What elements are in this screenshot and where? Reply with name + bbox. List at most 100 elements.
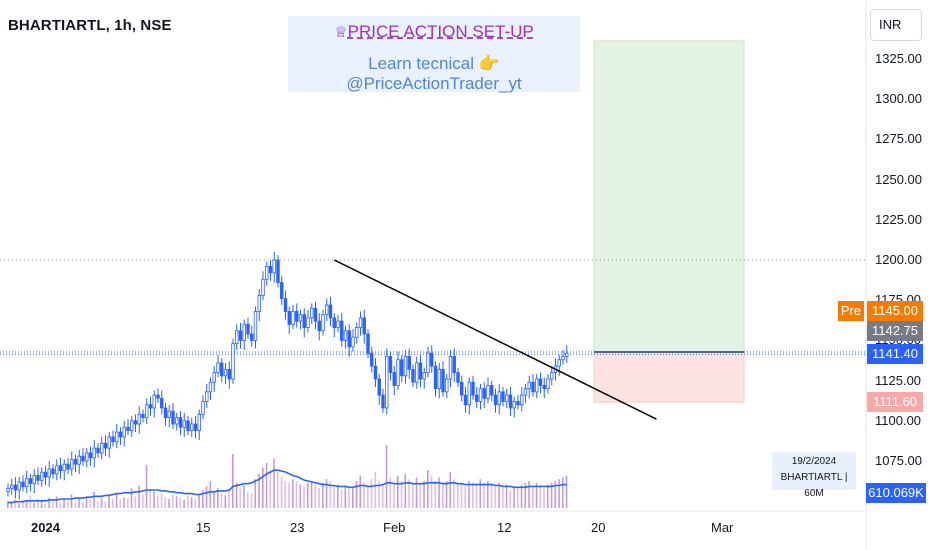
banner-title-text: PRICE ACTION SET-UP	[347, 22, 534, 41]
volume-bar	[33, 502, 35, 508]
candle-body	[58, 465, 63, 472]
volume-bar	[269, 470, 272, 508]
volume-bar	[123, 497, 125, 508]
time-tick: Feb	[383, 520, 406, 535]
price-tick: 1125.00	[875, 372, 922, 388]
candle-body	[370, 352, 374, 367]
candle-body	[145, 404, 149, 418]
candle-body	[302, 314, 306, 328]
volume-bar	[142, 494, 144, 508]
volume-bar	[239, 488, 242, 508]
candle-body	[486, 385, 490, 399]
volume-bar	[243, 485, 245, 508]
volume-bar	[520, 484, 523, 508]
price-tick: 1100.00	[875, 412, 922, 428]
price-tick: 1200.00	[875, 252, 922, 267]
candle-body	[512, 401, 516, 409]
volume-bar	[363, 482, 365, 508]
candle-body	[287, 311, 291, 325]
candle-body	[186, 420, 190, 431]
banner-title: ♕PRICE ACTION SET-UP	[288, 22, 580, 42]
price-tick: 1075.00	[875, 453, 922, 468]
volume-bar	[168, 499, 170, 508]
candle-body	[546, 378, 550, 390]
volume-bar	[82, 502, 84, 508]
candles	[6, 251, 569, 500]
volume-ma-path	[8, 469, 567, 504]
volume-bar	[475, 484, 478, 508]
candle-body	[377, 378, 381, 396]
candle-body	[175, 417, 179, 425]
volume-bar	[393, 482, 395, 508]
volume-bar	[157, 495, 159, 508]
candle-body	[156, 394, 160, 399]
candle-body	[490, 385, 494, 396]
candle-body	[77, 455, 81, 465]
trendline[interactable]	[333, 259, 657, 420]
candle-body	[493, 394, 498, 406]
volume-bar	[37, 499, 39, 508]
candle-body	[516, 401, 520, 406]
candle-body	[392, 372, 396, 386]
volume-bar	[22, 499, 24, 508]
candle-body	[36, 475, 40, 481]
volume-bar	[434, 481, 437, 508]
candle-body	[411, 368, 415, 383]
candle-body	[415, 362, 419, 383]
candle-body	[55, 465, 59, 475]
volume-bar	[247, 491, 249, 508]
volume-bar	[468, 481, 470, 508]
candle-body	[418, 362, 423, 380]
candle-body	[527, 381, 531, 390]
volume-bar	[7, 500, 9, 508]
target-zone	[593, 40, 745, 353]
volume-bar	[385, 445, 388, 508]
volume-bar	[355, 481, 358, 508]
volume-bar	[509, 490, 512, 508]
volume-bar	[190, 497, 193, 508]
volume-bar	[299, 484, 302, 508]
volume-bar	[104, 501, 107, 508]
candle-body	[467, 381, 471, 406]
candle-body	[51, 468, 55, 475]
candle-body	[343, 330, 348, 341]
volume-bar	[303, 486, 305, 508]
candle-body	[178, 417, 183, 428]
candle-body	[265, 266, 269, 280]
candle-body	[272, 259, 276, 274]
candle-body	[88, 452, 93, 459]
volume-bar	[112, 499, 114, 508]
volume-bar	[325, 479, 328, 508]
candle-body	[250, 333, 254, 341]
candle-body	[160, 397, 164, 409]
candle-body	[32, 475, 36, 484]
volume-bar	[442, 482, 444, 508]
volume-bar	[337, 484, 339, 508]
candle-body	[133, 420, 138, 425]
candle-body	[561, 356, 565, 361]
volume-bar	[310, 481, 313, 508]
volume-bar	[175, 496, 178, 508]
currency-selector[interactable]: INR	[870, 9, 922, 41]
candle-body	[122, 426, 126, 438]
volume-bar	[524, 482, 527, 508]
candle-body	[463, 394, 468, 406]
candle-body	[385, 356, 389, 409]
candle-body	[550, 372, 554, 380]
volume-bar	[464, 486, 467, 508]
candle-body	[347, 330, 351, 348]
volume-bar	[67, 500, 69, 508]
volume-bar	[513, 486, 515, 508]
volume-bar	[487, 481, 489, 508]
volume-bar	[457, 482, 459, 508]
volume-bar	[483, 482, 485, 508]
volume-bar	[213, 491, 215, 508]
volume-bar	[138, 485, 140, 508]
volume-bar	[108, 495, 110, 508]
candle-body	[100, 442, 104, 454]
candle-body	[388, 356, 393, 373]
volume-bar	[419, 484, 422, 508]
volume-bar	[145, 464, 148, 508]
candle-body	[25, 478, 29, 488]
